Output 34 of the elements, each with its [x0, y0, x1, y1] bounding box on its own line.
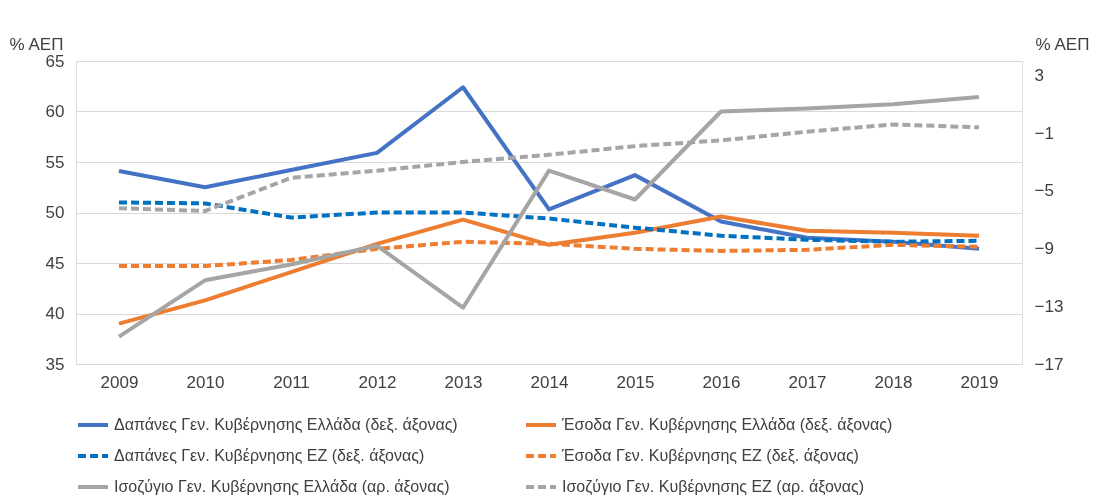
x-tick-label: 2009: [100, 372, 139, 392]
y-tick-label: 35: [45, 354, 65, 374]
x-tick-label: 2015: [616, 372, 655, 392]
legend-label: Ισοζύγιο Γεν. Κυβέρνησης Ελλάδα (αρ. άξονας): [114, 478, 450, 496]
y-tick-label: 60: [45, 102, 65, 121]
y2-tick-label: −1: [1034, 123, 1054, 143]
legend-label: Έσοδα Γεν. Κυβέρνησης ΕΖ (δεξ. άξονας): [561, 447, 859, 465]
x-tick-label: 2010: [186, 372, 225, 392]
x-tick-label: 2013: [444, 372, 483, 392]
legend-label: Δαπάνες Γεν. Κυβέρνησης Ελλάδα (δεξ. άξονας): [114, 416, 458, 434]
x-tick-label: 2019: [960, 372, 999, 392]
line-series: [117, 95, 981, 339]
y2-tick-label: −17: [1034, 354, 1064, 374]
y-tick-label: 40: [45, 304, 65, 323]
legend-label: Ισοζύγιο Γεν. Κυβέρνησης ΕΖ (αρ. άξονας): [562, 478, 865, 496]
legend-label: Δαπάνες Γεν. Κυβέρνησης ΕΖ (δεξ. άξονας): [114, 447, 425, 465]
legend-label: Έσοδα Γεν. Κυβέρνησης Ελλάδα (δεξ. άξονας): [561, 416, 893, 434]
x-tick-label: 2017: [788, 372, 827, 392]
y2-tick-label: −13: [1034, 296, 1064, 316]
x-tick-label: 2018: [874, 372, 913, 392]
y-tick-label: 45: [45, 253, 65, 273]
y-tick-label: 65: [45, 51, 65, 71]
x-tick-label: 2012: [358, 372, 397, 392]
line-series: [117, 214, 981, 326]
y2-axis-title: % ΑΕΠ: [1035, 34, 1090, 54]
y2-tick-label: −5: [1034, 181, 1054, 201]
y-axis-title: % ΑΕΠ: [9, 34, 64, 54]
y2-tick-label: −9: [1034, 239, 1054, 259]
y-tick-label: 55: [45, 152, 65, 172]
x-tick-label: 2011: [273, 372, 310, 392]
y2-tick-label: 3: [1034, 65, 1044, 85]
x-tick-label: 2016: [702, 372, 741, 392]
x-tick-label: 2014: [530, 372, 569, 392]
y-tick-label: 50: [45, 203, 65, 222]
